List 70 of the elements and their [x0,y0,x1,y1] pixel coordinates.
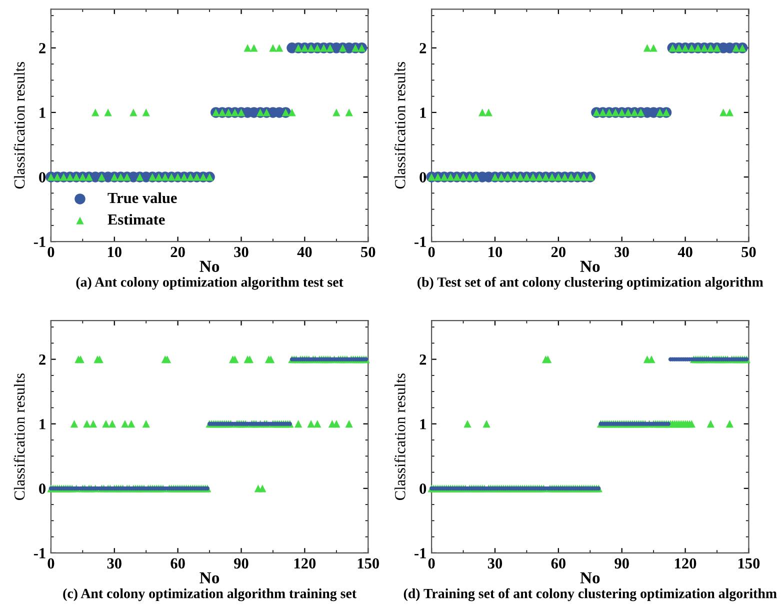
y-tick-label: -1 [414,236,426,247]
x-tick-label: 50 [361,246,376,258]
point [250,44,258,52]
point [643,44,652,52]
y-tick-label: 1 [420,108,426,118]
y-tick-label: 0 [420,172,426,182]
x-axis-title: No [580,572,600,584]
y-axis-title: Classification results [394,373,406,500]
point [130,108,138,116]
point [104,108,112,116]
x-tick-label: 50 [742,246,756,258]
x-tick-label: 150 [738,558,760,569]
x-tick-label: 90 [234,558,248,569]
y-tick-label: 2 [420,43,426,54]
x-tick-label: 0 [428,558,435,569]
point [484,108,492,116]
x-tick-label: 20 [170,246,185,258]
x-tick-label: 40 [678,246,692,258]
x-tick-label: 90 [614,558,629,569]
y-tick-label: 0 [39,172,46,182]
text: (c) Ant colony optimization algorithm training set [63,588,356,602]
y-tick-label: -1 [34,548,46,558]
x-tick-label: 10 [488,246,502,258]
point [720,108,728,116]
y-axis-title: Classification results [14,62,25,189]
x-axis-title: No [200,572,220,584]
y-tick-label: 0 [39,484,46,494]
x-tick-label: 0 [48,246,54,258]
y-tick-label: -1 [34,236,46,247]
point [726,108,734,116]
point [269,44,277,52]
y-tick-label: 2 [39,43,46,54]
y-tick-label: -1 [414,548,426,558]
x-tick-label: 10 [108,246,122,258]
x-tick-label: 30 [614,246,629,258]
point [142,108,150,116]
y-axis-title: Classification results [14,373,25,500]
point [276,44,284,52]
x-tick-label: 40 [297,246,312,258]
point [345,108,353,116]
point [92,108,100,116]
y-tick-label: 2 [39,354,46,365]
x-tick-label: 0 [428,246,435,258]
y-tick-label: 0 [420,484,426,494]
y-axis-title: Classification results [394,62,406,189]
point [650,44,658,52]
x-tick-label: 30 [488,558,502,569]
x-axis-title: No [200,260,220,272]
x-tick-label: 30 [234,246,248,258]
point [478,108,486,116]
legend-label: Estimate [108,214,165,225]
x-tick-label: 150 [358,558,379,569]
y-tick-label: 1 [420,419,426,430]
y-tick-label: 1 [40,108,46,118]
text: (b) Test set of ant colony clustering optimization algorithm [418,276,764,290]
y-tick-label: 1 [40,419,46,430]
x-tick-label: 30 [107,558,122,569]
x-tick-label: 120 [675,558,696,569]
x-tick-label: 60 [551,558,566,569]
x-tick-label: 0 [48,558,54,569]
text: (d) Training set of ant colony clustering optimization algorithm [404,588,777,602]
x-tick-label: 20 [551,246,566,258]
y-tick-label: 2 [420,354,426,365]
legend-label: True value [108,192,177,204]
point [332,108,340,116]
x-axis-title: No [580,260,600,272]
point [288,108,296,116]
x-tick-label: 120 [294,558,316,569]
x-tick-label: 60 [170,558,185,569]
text: (a) Ant colony optimization algorithm test set [76,277,344,290]
